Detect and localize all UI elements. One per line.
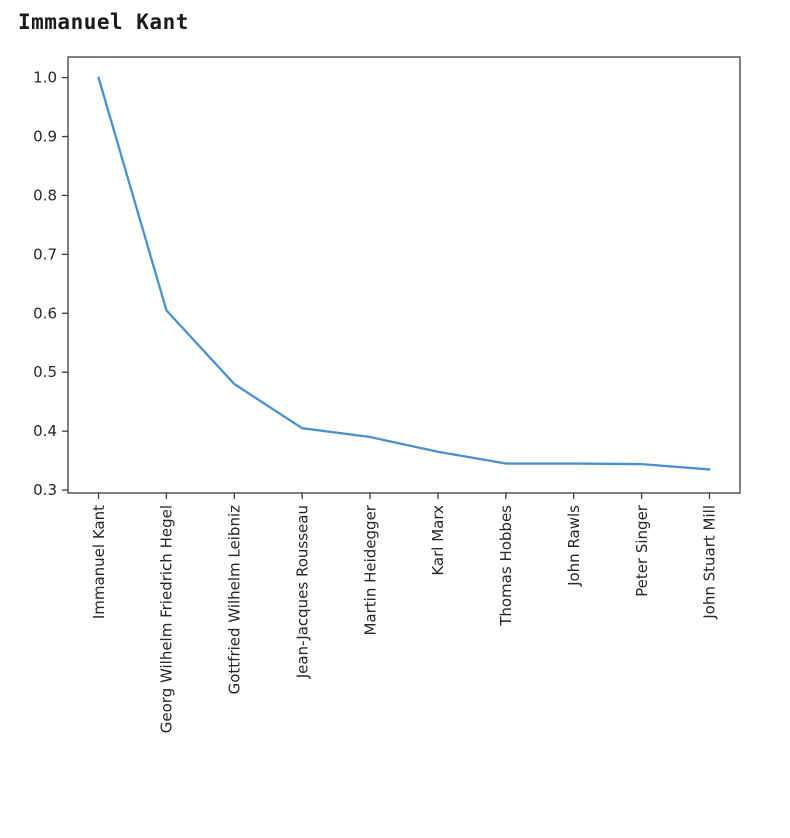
y-tick-label: 0.7 xyxy=(33,245,57,263)
series-line xyxy=(97,76,711,471)
x-tick-label: Karl Marx xyxy=(429,505,447,576)
x-tick-label: Martin Heidegger xyxy=(361,504,379,635)
y-tick-label: 0.4 xyxy=(33,422,57,440)
x-tick-label: Jean-Jacques Rousseau xyxy=(293,505,311,679)
y-tick-label: 0.6 xyxy=(33,304,57,322)
x-tick-label: Immanuel Kant xyxy=(90,505,108,619)
y-tick-label: 0.3 xyxy=(33,481,57,499)
y-tick-label: 0.8 xyxy=(33,186,57,204)
x-tick-label: John Stuart Mill xyxy=(701,505,719,620)
line-chart: 0.3 0.4 0.5 0.6 0.7 0.8 0.9 1.0 Immanuel Kant Geo… xyxy=(33,56,741,733)
x-tick-label: Peter Singer xyxy=(633,504,651,597)
y-tick-label: 0.9 xyxy=(33,128,57,146)
plot-border xyxy=(67,56,741,494)
x-tick-label: John Rawls xyxy=(565,505,583,587)
x-tick-label: Georg Wilhelm Friedrich Hegel xyxy=(158,505,176,733)
x-tick-label: Gottfried Wilhelm Leibniz xyxy=(226,505,244,695)
y-tick-label: 1.0 xyxy=(33,69,57,87)
y-tick-label: 0.5 xyxy=(33,363,57,381)
chart-title: Immanuel Kant xyxy=(18,10,189,34)
x-tick-label: Thomas Hobbes xyxy=(497,505,515,627)
